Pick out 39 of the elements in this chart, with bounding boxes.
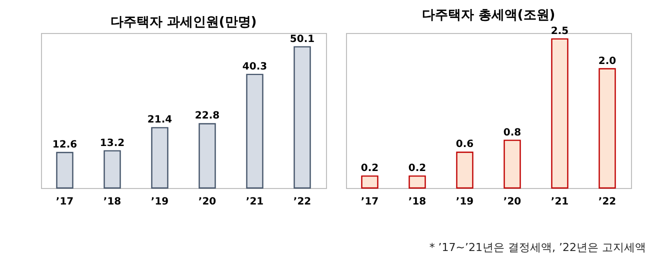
bar — [198, 123, 216, 189]
data-label: 40.3 — [242, 61, 268, 72]
bar — [551, 38, 568, 189]
bar — [504, 140, 521, 189]
x-tick-label: ’17 — [56, 196, 74, 208]
data-label: 0.8 — [503, 127, 522, 138]
bar — [361, 175, 378, 189]
data-label: 0.6 — [456, 139, 474, 150]
bar — [598, 68, 616, 189]
chart-title: 다주택자 과세인원(만명) — [110, 15, 257, 30]
x-tick-label: ’17 — [360, 196, 379, 208]
x-tick-label: ’18 — [103, 196, 122, 208]
data-label: 22.8 — [194, 110, 220, 122]
data-label: 2.0 — [598, 56, 616, 67]
x-tick-label: ’22 — [598, 196, 616, 208]
data-label: 21.4 — [147, 114, 172, 126]
x-tick-label: ’18 — [408, 196, 426, 208]
x-tick-label: ’22 — [293, 196, 312, 208]
data-label: 2.5 — [550, 26, 569, 37]
data-label: 0.2 — [408, 163, 426, 174]
bar — [408, 175, 426, 189]
x-tick-label: ’20 — [503, 196, 522, 208]
bar — [294, 46, 311, 189]
data-label: 50.1 — [290, 34, 315, 45]
x-tick-label: ’21 — [550, 196, 569, 208]
x-tick-label: ’19 — [150, 196, 169, 208]
data-label: 12.6 — [52, 139, 78, 150]
bar — [456, 152, 474, 189]
x-tick-label: ’19 — [456, 196, 474, 208]
bar — [151, 127, 168, 189]
chart-title: 다주택자 총세액(조원) — [422, 8, 556, 23]
data-label: 0.2 — [360, 163, 379, 174]
bar — [56, 152, 74, 189]
bar — [246, 74, 264, 189]
x-tick-label: ’20 — [198, 196, 216, 208]
bar — [104, 150, 121, 189]
data-label: 13.2 — [100, 138, 125, 149]
text: * ’17~’21년은 결정세액, ’22년은 고지세액 — [429, 241, 646, 254]
x-tick-label: ’21 — [246, 196, 264, 208]
